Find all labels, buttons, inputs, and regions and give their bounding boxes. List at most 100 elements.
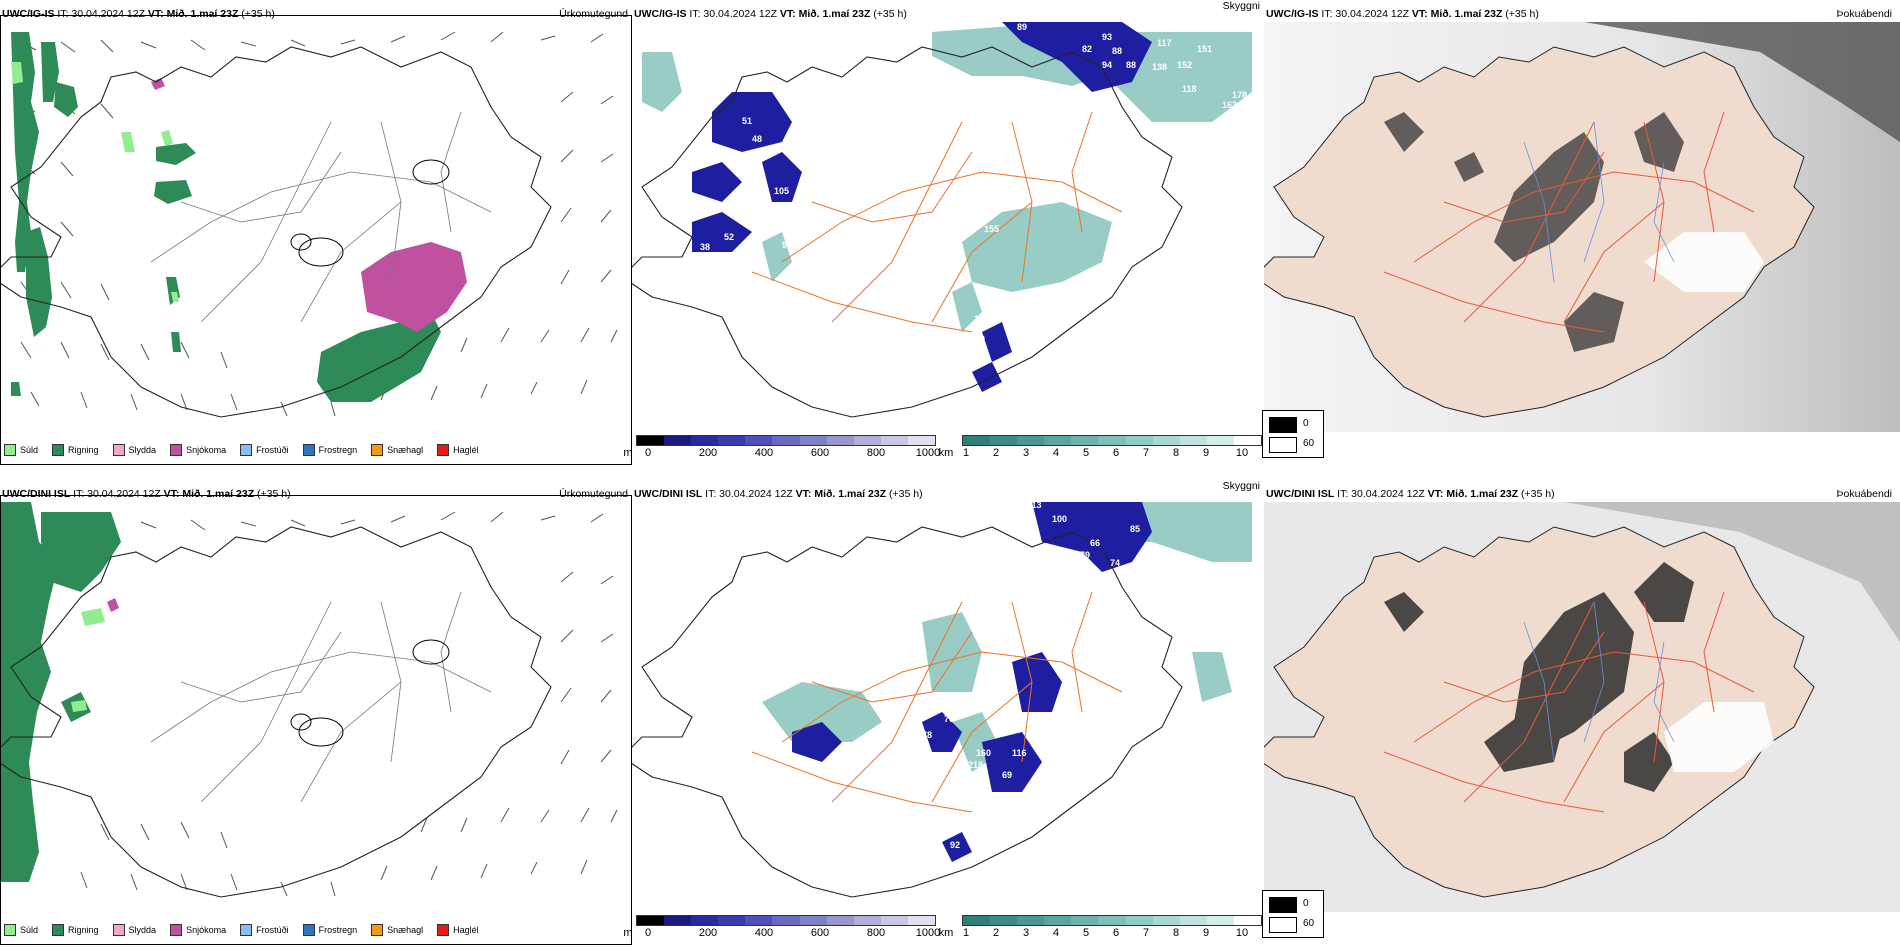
colorbar-cell — [880, 916, 908, 925]
colorbar-cell — [1044, 916, 1072, 925]
colorbar-cell — [880, 436, 908, 445]
legend-item-freezing-drizzle: Frostúði — [240, 924, 289, 936]
vis-label: 86 — [782, 142, 792, 152]
colorbar-cell — [1017, 436, 1045, 445]
colorbar-cell — [745, 436, 773, 445]
visibility-ticks: km 1 2 3 4 5 6 7 8 9 10 — [939, 447, 1262, 461]
init-time: IT: 30.04.2024 12Z — [1321, 8, 1409, 20]
valid-time: VT: Mið. 1.maí 23Z — [795, 488, 887, 500]
precip-map — [1, 31, 618, 418]
tick: 400 — [754, 447, 774, 459]
vis-label: 130 — [970, 334, 985, 344]
init-time: IT: 30.04.2024 12Z — [1337, 488, 1425, 500]
valid-time: VT: Mið. 1.maí 23Z — [779, 8, 871, 20]
colorbar-cell — [1071, 436, 1099, 445]
fog-label-0: 0 — [1303, 898, 1309, 909]
colorbar-cell — [1044, 436, 1072, 445]
tick: 3 — [1022, 447, 1030, 459]
vis-label: 100 — [1052, 514, 1067, 524]
legend-item-rain: Rigning — [52, 924, 99, 936]
glaciers — [290, 159, 450, 267]
fog-swatch-0 — [1269, 417, 1297, 433]
wind-barbs — [20, 511, 618, 897]
legend-item-drizzle: Súld — [4, 444, 38, 456]
param-title: Þokuábendi — [1836, 8, 1892, 20]
iceland-outline — [1, 526, 552, 898]
panel-header: UWC/DINI ISL IT: 30.04.2024 12Z VT: Mið.… — [2, 486, 628, 502]
vis-label: 103 — [974, 314, 989, 324]
vis-label: 88 — [1112, 46, 1122, 56]
vis-label: 94 — [782, 240, 792, 250]
legend-label: Haglél — [453, 445, 479, 455]
init-time: IT: 30.04.2024 12Z — [57, 8, 145, 20]
swatch — [302, 924, 315, 936]
colorbar-cell — [664, 436, 692, 445]
legend-item-freezing-rain: Frostregn — [302, 444, 358, 456]
roads — [1383, 591, 1755, 813]
colorbar-cell — [691, 916, 719, 925]
colorbar-cell — [1125, 916, 1153, 925]
init-time: IT: 30.04.2024 12Z — [73, 488, 161, 500]
legend-item-drizzle: Súld — [4, 924, 38, 936]
row-2: UWC/DINI ISL IT: 30.04.2024 12Z VT: Mið.… — [0, 480, 1900, 950]
colorbar-cell — [1233, 436, 1262, 445]
rain-areas — [1, 502, 121, 882]
fog-map — [1264, 502, 1900, 912]
legend-label: Frostregn — [318, 925, 358, 935]
legend-item-sleet: Slydda — [112, 924, 157, 936]
tick: 10 — [1235, 447, 1249, 459]
valid-time: VT: Mið. 1.maí 23Z — [163, 488, 255, 500]
cloudbase-unit: m — [623, 927, 633, 939]
lead-time: (+35 h) — [257, 488, 291, 500]
vis-areas — [762, 502, 1252, 772]
vis-label: 82 — [942, 352, 952, 362]
tick: 9 — [1202, 447, 1210, 459]
vis-label: 151 — [1197, 44, 1212, 54]
vis-label: 82 — [1082, 44, 1092, 54]
visibility-ticks: km 1 2 3 4 5 6 7 8 9 10 — [939, 927, 1262, 941]
swatch — [170, 444, 183, 456]
vis-label: 38 — [700, 242, 710, 252]
cloudbase-ticks: m 0 200 400 600 800 1000 — [623, 447, 940, 461]
vis-label: 74 — [1110, 558, 1120, 568]
tick: 4 — [1052, 447, 1060, 459]
panel-precip-type-2: UWC/DINI ISL IT: 30.04.2024 12Z VT: Mið.… — [0, 480, 632, 950]
legend-label: Súld — [20, 925, 39, 935]
legend-item-freezing-drizzle: Frostúði — [240, 444, 289, 456]
vis-label: 117 — [1157, 38, 1172, 48]
tick: 7 — [1142, 927, 1150, 939]
tick: 0 — [644, 447, 652, 459]
panel-frame — [0, 15, 632, 465]
vis-label: 107 — [800, 226, 815, 236]
swatch — [437, 924, 450, 936]
model-name: UWC/DINI ISL — [1266, 488, 1335, 500]
param-title: Úrkomutegund — [559, 8, 628, 20]
visibility-colorbar: km 1 2 3 4 5 6 7 8 9 10 — [939, 435, 1262, 463]
grey-fog-sea — [1564, 502, 1900, 642]
legend-label: Rigning — [68, 925, 99, 935]
panel-visibility-2: UWC/DINI ISL IT: 30.04.2024 12Z VT: Mið.… — [623, 480, 1264, 950]
colorbar-cell — [826, 436, 854, 445]
colorbar-cell — [1098, 916, 1126, 925]
tick: 600 — [810, 927, 830, 939]
vis-value-labels: 89 93 117 151 82 88 94 88 138 152 118 17… — [700, 22, 1247, 362]
colorbar-cell — [718, 436, 746, 445]
wind-barbs — [20, 31, 618, 417]
valid-time: VT: Mið. 1.maí 23Z — [147, 8, 239, 20]
cloudbase-colorbar: m 0 200 400 600 800 1000 — [623, 435, 940, 463]
vis-label: 52 — [724, 232, 734, 242]
vis-label: 89 — [1017, 22, 1027, 32]
swatch — [112, 924, 125, 936]
swatch — [112, 444, 125, 456]
swatch — [4, 924, 16, 936]
legend-label: Frostregn — [318, 445, 358, 455]
fog-light-patch — [1664, 702, 1774, 772]
param-title: Úrkomutegund — [559, 488, 628, 500]
iceland-outline — [632, 526, 1183, 898]
colorbar-cell — [799, 436, 827, 445]
swatch — [437, 444, 450, 456]
panel-fog-2: UWC/DINI ISL IT: 30.04.2024 12Z VT: Mið.… — [1262, 480, 1900, 950]
cloudbase-cells — [636, 915, 936, 926]
precip-type-legend: Súld Rigning Slydda Snjókoma Frostúði Fr… — [4, 922, 487, 938]
legend-label: Slydda — [128, 925, 157, 935]
